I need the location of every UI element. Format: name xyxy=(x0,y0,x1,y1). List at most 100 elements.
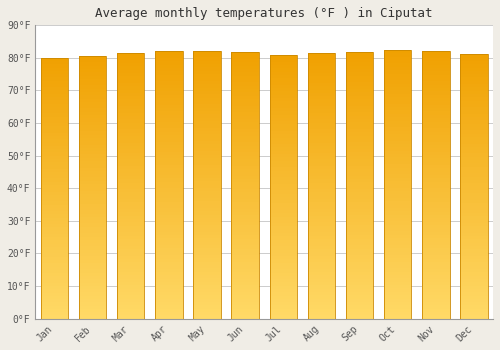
Bar xyxy=(346,132,374,135)
Bar xyxy=(384,151,411,154)
Bar xyxy=(460,77,487,81)
Bar xyxy=(346,116,374,119)
Bar xyxy=(422,155,450,158)
Bar xyxy=(79,85,106,89)
Bar xyxy=(384,60,411,63)
Bar xyxy=(270,210,297,213)
Bar xyxy=(193,302,220,305)
Bar xyxy=(346,252,374,256)
Bar xyxy=(79,82,106,85)
Bar xyxy=(79,289,106,292)
Bar xyxy=(270,91,297,95)
Bar xyxy=(308,53,335,318)
Bar xyxy=(308,133,335,136)
Bar xyxy=(270,134,297,138)
Bar xyxy=(155,138,182,141)
Bar xyxy=(270,62,297,65)
Bar xyxy=(346,222,374,225)
Bar xyxy=(308,249,335,252)
Bar xyxy=(422,148,450,152)
Bar xyxy=(460,206,487,210)
Bar xyxy=(384,117,411,120)
Bar xyxy=(155,185,182,188)
Bar xyxy=(384,161,411,164)
Bar xyxy=(346,275,374,279)
Bar xyxy=(270,98,297,102)
Bar xyxy=(40,247,68,250)
Bar xyxy=(193,288,220,292)
Bar xyxy=(308,136,335,139)
Bar xyxy=(155,242,182,245)
Bar xyxy=(422,85,450,88)
Bar xyxy=(460,114,487,117)
Bar xyxy=(193,54,220,57)
Bar xyxy=(79,158,106,161)
Bar xyxy=(117,123,144,126)
Bar xyxy=(422,145,450,148)
Bar xyxy=(79,240,106,243)
Bar xyxy=(422,71,450,75)
Bar xyxy=(155,125,182,128)
Bar xyxy=(40,71,68,74)
Bar xyxy=(346,289,374,292)
Bar xyxy=(346,112,374,116)
Bar xyxy=(384,288,411,292)
Bar xyxy=(193,164,220,168)
Bar xyxy=(117,209,144,212)
Bar xyxy=(155,259,182,262)
Bar xyxy=(79,184,106,187)
Bar xyxy=(232,189,259,192)
Bar xyxy=(193,312,220,315)
Bar xyxy=(193,98,220,101)
Bar xyxy=(193,268,220,272)
Bar xyxy=(193,222,220,225)
Bar xyxy=(117,99,144,103)
Bar xyxy=(270,203,297,207)
Bar xyxy=(384,178,411,181)
Bar xyxy=(460,216,487,219)
Bar xyxy=(232,256,259,259)
Bar xyxy=(346,139,374,142)
Bar xyxy=(346,312,374,315)
Bar xyxy=(117,272,144,275)
Bar xyxy=(270,141,297,144)
Bar xyxy=(346,209,374,212)
Bar xyxy=(308,199,335,202)
Bar xyxy=(117,239,144,242)
Bar xyxy=(384,204,411,208)
Bar xyxy=(117,295,144,299)
Bar xyxy=(308,139,335,143)
Bar xyxy=(384,198,411,201)
Bar xyxy=(308,222,335,226)
Bar xyxy=(193,205,220,208)
Bar xyxy=(40,253,68,257)
Bar xyxy=(232,166,259,169)
Bar xyxy=(232,109,259,112)
Bar xyxy=(232,146,259,149)
Bar xyxy=(346,249,374,252)
Bar xyxy=(270,118,297,121)
Bar xyxy=(117,90,144,93)
Bar xyxy=(232,209,259,212)
Bar xyxy=(40,201,68,204)
Bar xyxy=(79,108,106,112)
Bar xyxy=(232,52,259,56)
Bar xyxy=(232,225,259,229)
Bar xyxy=(79,201,106,204)
Bar xyxy=(155,55,182,58)
Bar xyxy=(270,124,297,128)
Bar xyxy=(193,235,220,238)
Bar xyxy=(40,139,68,143)
Bar xyxy=(117,110,144,113)
Bar xyxy=(79,256,106,260)
Bar xyxy=(155,51,182,318)
Bar xyxy=(384,278,411,282)
Bar xyxy=(308,299,335,302)
Bar xyxy=(270,72,297,75)
Bar xyxy=(422,289,450,292)
Bar xyxy=(79,306,106,309)
Bar xyxy=(117,93,144,96)
Bar xyxy=(79,177,106,181)
Bar xyxy=(232,82,259,86)
Bar xyxy=(155,158,182,162)
